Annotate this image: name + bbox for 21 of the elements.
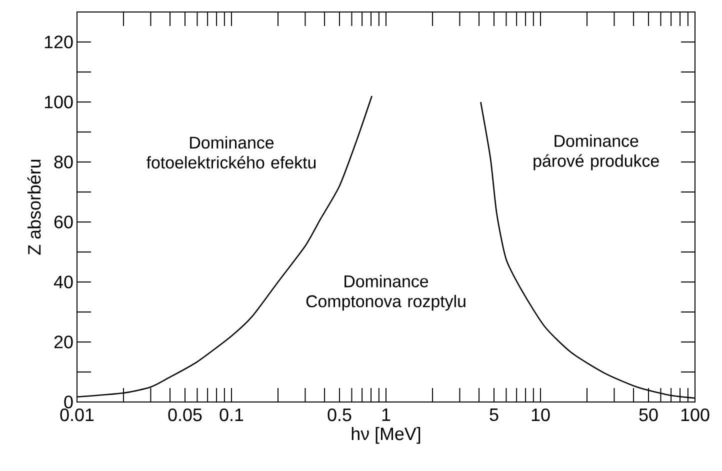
x-tick-label: 0.05 [168,408,202,422]
x-tick-label: 10 [532,408,550,422]
y-tick-label: 40 [54,276,73,288]
y-tick-label: 0 [64,396,73,408]
x-tick-label: 50 [639,408,658,422]
x-tick-label: 0.5 [328,408,352,422]
x-axis-title: hν [MeV] [352,427,420,444]
y-tick-label: 80 [54,156,73,168]
y-tick-label: 120 [44,36,73,48]
x-tick-label: 0.01 [60,408,94,422]
annotation: Dominance fotoelektrického efektu [146,136,316,169]
annotation: Dominance Comptonova rozptylu [306,274,466,311]
y-tick-label: 20 [54,336,73,348]
annotation: Dominance párové produkce [534,134,659,170]
x-tick-label: 5 [490,408,498,422]
y-tick-label: 60 [54,216,73,228]
x-tick-label: 1 [382,408,390,421]
y-tick-label: 100 [44,96,73,108]
x-tick-label: 100 [681,408,710,422]
x-tick-label: 0.1 [220,408,244,422]
y-axis-title: Z absorbéru [27,160,41,255]
